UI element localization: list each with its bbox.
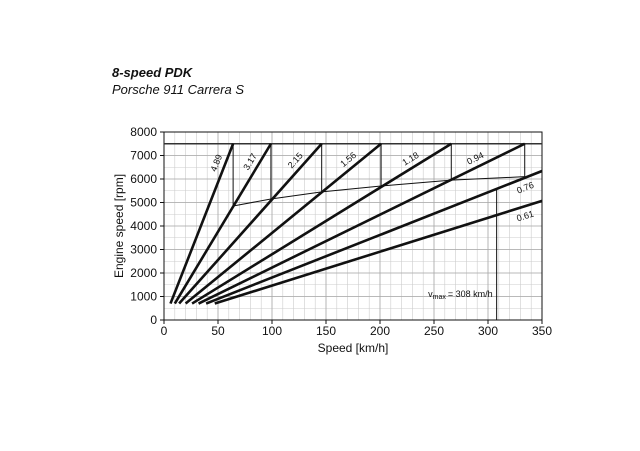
x-tick-label: 300 — [478, 324, 498, 338]
gear-line — [191, 142, 452, 305]
annotation-part: max — [433, 294, 447, 301]
x-tick-label: 200 — [370, 324, 390, 338]
y-tick-label: 3000 — [130, 243, 157, 257]
gear-line — [169, 143, 235, 305]
y-tick-label: 0 — [150, 313, 157, 327]
y-tick-label: 8000 — [130, 125, 157, 139]
gear-line — [173, 143, 273, 305]
x-tick-label: 100 — [262, 324, 282, 338]
y-tick-label: 6000 — [130, 172, 157, 186]
x-tick-label: 150 — [316, 324, 336, 338]
chart-subtitle: Porsche 911 Carrera S — [112, 82, 244, 97]
x-tick-label: 250 — [424, 324, 444, 338]
vmax-annotation: vmax = 308 km/h — [428, 289, 493, 301]
gear-line — [205, 169, 543, 305]
x-tick-label: 350 — [532, 324, 552, 338]
y-tick-label: 1000 — [130, 290, 157, 304]
y-tick-label: 4000 — [130, 219, 157, 233]
gear-line — [197, 142, 526, 305]
annotation-part: = 308 km/h — [448, 289, 493, 299]
x-tick-label: 50 — [211, 324, 225, 338]
y-tick-label: 7000 — [130, 149, 157, 163]
y-tick-label: 2000 — [130, 266, 157, 280]
gear-line — [184, 142, 382, 305]
x-tick-label: 0 — [161, 324, 168, 338]
gear-line — [178, 142, 323, 305]
annotation-part: v — [428, 289, 433, 299]
x-axis-label: Speed [km/h] — [318, 341, 389, 355]
y-tick-label: 5000 — [130, 196, 157, 210]
gear-line — [214, 199, 543, 305]
chart-title: 8-speed PDK — [112, 65, 194, 80]
plot-frame — [163, 131, 543, 321]
y-axis-label: Engine speed [rpm] — [112, 174, 126, 278]
shift-curve — [233, 176, 525, 207]
